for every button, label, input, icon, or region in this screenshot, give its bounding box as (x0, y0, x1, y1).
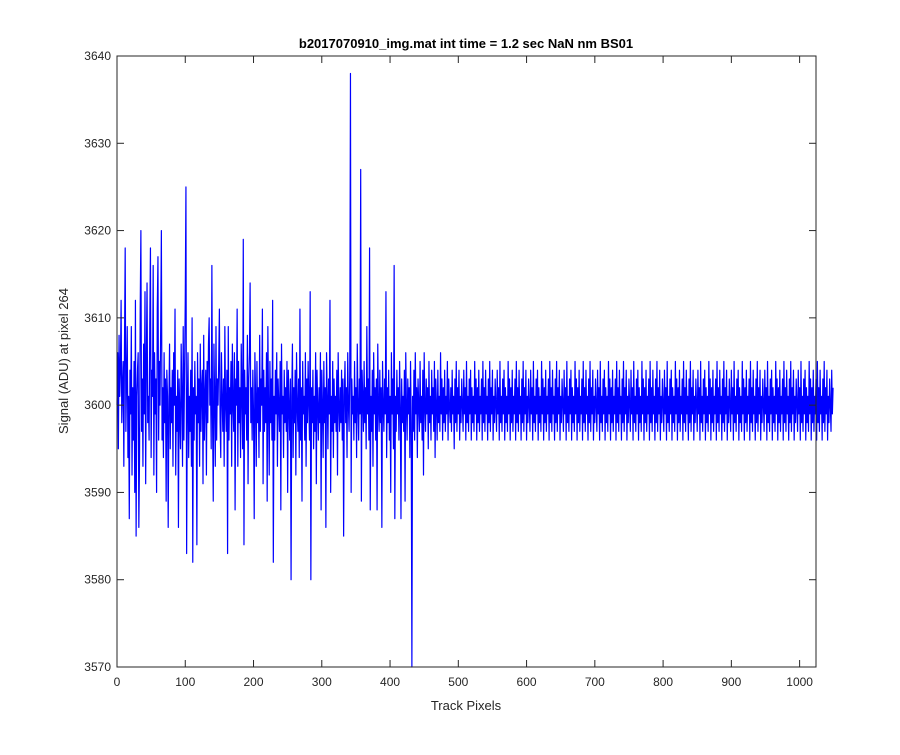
series-layer (116, 72, 834, 668)
y-tick-label: 3630 (84, 136, 111, 150)
x-tick-label: 500 (448, 675, 468, 689)
y-axis-label: Signal (ADU) at pixel 264 (56, 288, 71, 434)
series-line-0 (116, 72, 834, 668)
x-tick-label: 400 (380, 675, 400, 689)
x-tick-label: 0 (114, 675, 121, 689)
x-tick-label: 700 (585, 675, 605, 689)
y-tick-label: 3600 (84, 398, 111, 412)
x-tick-label: 100 (175, 675, 195, 689)
x-tick-label: 200 (244, 675, 264, 689)
x-axis-label: Track Pixels (431, 698, 502, 713)
y-tick-label: 3610 (84, 311, 111, 325)
x-axis: 0 100 200 300 400 500 600 700 800 900 1000 (114, 56, 813, 689)
y-tick-label: 3570 (84, 660, 111, 674)
y-tick-label: 3580 (84, 573, 111, 587)
y-axis: 3570 3580 3590 3600 3610 3620 3630 3640 (84, 49, 816, 674)
plot-frame (116, 55, 817, 668)
x-tick-label: 600 (517, 675, 537, 689)
x-tick-label: 300 (312, 675, 332, 689)
y-tick-label: 3620 (84, 224, 111, 238)
y-tick-label: 3640 (84, 49, 111, 63)
chart-title: b2017070910_img.mat int time = 1.2 sec N… (299, 36, 633, 51)
y-tick-label: 3590 (84, 485, 111, 499)
x-tick-label: 1000 (786, 675, 813, 689)
x-tick-label: 900 (721, 675, 741, 689)
x-tick-label: 800 (653, 675, 673, 689)
